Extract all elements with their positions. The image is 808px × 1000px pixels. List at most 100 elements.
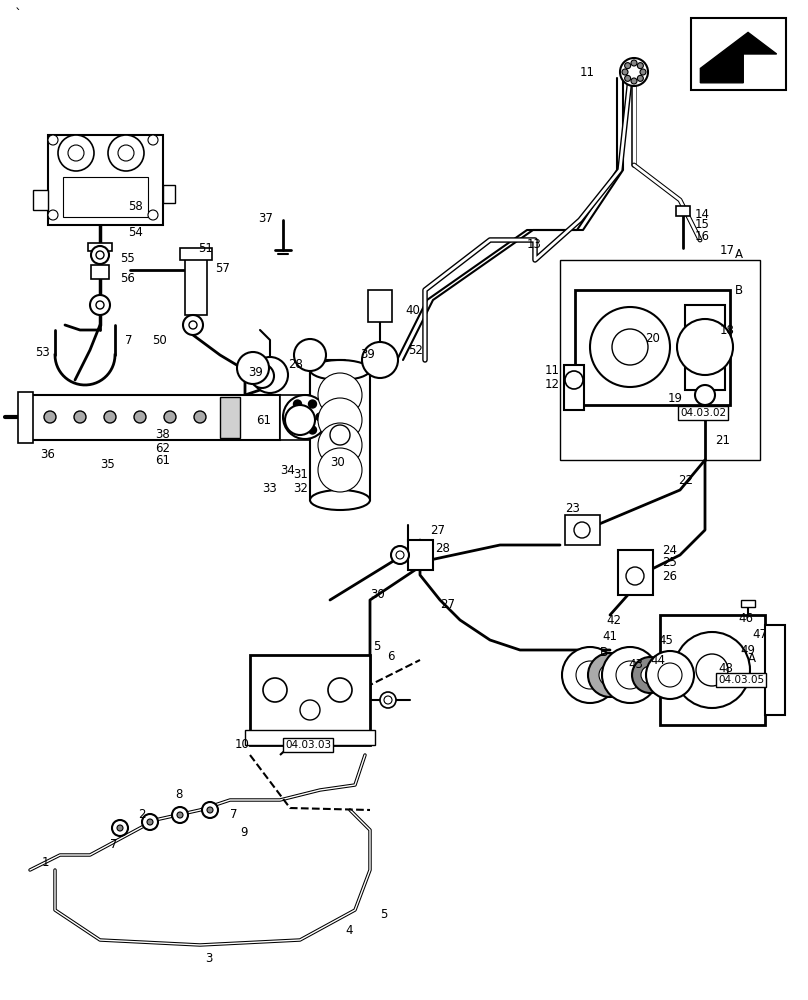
Circle shape bbox=[147, 819, 153, 825]
Circle shape bbox=[177, 812, 183, 818]
Circle shape bbox=[148, 135, 158, 145]
Bar bbox=[685, 305, 725, 390]
Ellipse shape bbox=[310, 360, 370, 380]
Circle shape bbox=[293, 400, 301, 408]
Circle shape bbox=[562, 647, 618, 703]
Text: 23: 23 bbox=[565, 502, 580, 514]
Bar bbox=[310, 370, 370, 500]
Circle shape bbox=[58, 135, 94, 171]
Text: A: A bbox=[748, 652, 756, 664]
Circle shape bbox=[318, 373, 362, 417]
Circle shape bbox=[96, 251, 104, 259]
Circle shape bbox=[286, 413, 294, 421]
Circle shape bbox=[90, 295, 110, 315]
Circle shape bbox=[631, 78, 637, 84]
Text: 35: 35 bbox=[100, 458, 115, 472]
Circle shape bbox=[252, 357, 288, 393]
Circle shape bbox=[638, 75, 643, 81]
Text: 58: 58 bbox=[128, 200, 143, 214]
Bar bbox=[33, 190, 48, 210]
Circle shape bbox=[391, 546, 409, 564]
Circle shape bbox=[294, 339, 326, 371]
Circle shape bbox=[263, 678, 287, 702]
Circle shape bbox=[625, 75, 630, 81]
Text: 20: 20 bbox=[645, 332, 660, 344]
Text: 04.03.03: 04.03.03 bbox=[285, 740, 331, 750]
Bar bbox=[564, 365, 584, 410]
Circle shape bbox=[631, 60, 637, 66]
Circle shape bbox=[148, 210, 158, 220]
Text: 30: 30 bbox=[330, 456, 345, 468]
Circle shape bbox=[620, 58, 648, 86]
Text: 53: 53 bbox=[35, 346, 50, 359]
Bar bbox=[741, 600, 755, 607]
Circle shape bbox=[318, 448, 362, 492]
Text: B: B bbox=[600, 647, 608, 660]
Circle shape bbox=[142, 814, 158, 830]
Text: 49: 49 bbox=[740, 644, 755, 656]
Circle shape bbox=[588, 653, 632, 697]
Bar bbox=[163, 185, 175, 203]
Text: 13: 13 bbox=[527, 238, 542, 251]
Text: 30: 30 bbox=[370, 588, 385, 601]
Circle shape bbox=[108, 135, 144, 171]
Bar bbox=[245, 730, 375, 745]
Text: 19: 19 bbox=[668, 391, 683, 404]
Text: 37: 37 bbox=[258, 212, 273, 225]
Circle shape bbox=[285, 405, 315, 435]
Circle shape bbox=[91, 246, 109, 264]
Circle shape bbox=[625, 63, 630, 69]
Text: 33: 33 bbox=[262, 482, 277, 494]
Circle shape bbox=[599, 664, 621, 686]
Circle shape bbox=[283, 395, 327, 439]
Text: 16: 16 bbox=[695, 231, 710, 243]
Circle shape bbox=[576, 661, 604, 689]
Circle shape bbox=[574, 522, 590, 538]
Text: 9: 9 bbox=[240, 826, 247, 838]
Circle shape bbox=[396, 551, 404, 559]
Text: 42: 42 bbox=[606, 613, 621, 626]
Circle shape bbox=[696, 654, 728, 686]
Circle shape bbox=[68, 145, 84, 161]
Circle shape bbox=[237, 352, 269, 384]
Text: 21: 21 bbox=[715, 434, 730, 446]
Ellipse shape bbox=[310, 490, 370, 510]
Circle shape bbox=[194, 411, 206, 423]
Circle shape bbox=[104, 411, 116, 423]
Bar bbox=[30, 395, 280, 440]
Text: 46: 46 bbox=[738, 611, 753, 624]
Text: 39: 39 bbox=[248, 365, 263, 378]
Text: 45: 45 bbox=[658, 634, 673, 647]
Circle shape bbox=[674, 632, 750, 708]
Bar bbox=[18, 392, 33, 443]
Circle shape bbox=[74, 411, 86, 423]
Circle shape bbox=[172, 807, 188, 823]
Text: 5: 5 bbox=[380, 908, 387, 922]
Bar bbox=[691, 18, 786, 90]
Bar bbox=[88, 243, 112, 251]
Text: 38: 38 bbox=[155, 428, 170, 442]
Circle shape bbox=[48, 135, 58, 145]
Circle shape bbox=[590, 307, 670, 387]
Text: 4: 4 bbox=[345, 924, 352, 936]
Text: 25: 25 bbox=[662, 556, 677, 570]
Circle shape bbox=[207, 807, 213, 813]
Text: 17: 17 bbox=[720, 243, 735, 256]
Circle shape bbox=[118, 145, 134, 161]
Text: 31: 31 bbox=[293, 468, 308, 482]
Circle shape bbox=[44, 411, 56, 423]
Circle shape bbox=[250, 364, 274, 388]
Circle shape bbox=[318, 398, 362, 442]
Circle shape bbox=[96, 301, 104, 309]
Circle shape bbox=[626, 567, 644, 585]
Text: 50: 50 bbox=[152, 334, 166, 347]
Text: 40: 40 bbox=[405, 304, 420, 316]
Circle shape bbox=[189, 321, 197, 329]
Circle shape bbox=[640, 69, 646, 75]
Bar bbox=[565, 515, 600, 545]
Text: 2: 2 bbox=[138, 808, 145, 822]
Bar bbox=[618, 550, 653, 595]
Bar bbox=[765, 625, 785, 715]
Text: 18: 18 bbox=[720, 324, 734, 336]
Text: 57: 57 bbox=[215, 261, 229, 274]
